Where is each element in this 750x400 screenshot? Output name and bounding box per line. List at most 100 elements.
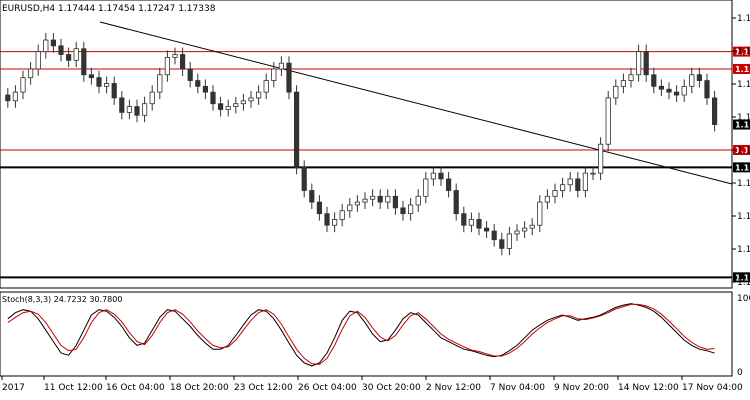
candle-body-70 <box>537 201 543 226</box>
candle-body-72 <box>552 190 558 197</box>
candle-body-42 <box>324 213 330 226</box>
x-tick-label-6: 30 Oct 20:00 <box>362 383 421 393</box>
candle-body-87 <box>666 88 672 93</box>
right-tick-label-7: 1.1 <box>737 245 750 255</box>
right-axis-labels: 1.11.11.11.11.11.11.11.11.11.1 <box>732 14 750 288</box>
candle-body-11 <box>88 74 94 79</box>
level-label-4: 1.1 <box>735 273 750 282</box>
candle-body-77 <box>590 172 596 175</box>
oscillator-lines <box>7 303 715 367</box>
x-tick-label-11: 17 Nov 04:00 <box>682 383 743 393</box>
candle-body-83 <box>636 51 642 76</box>
candle-body-26 <box>202 85 208 93</box>
candle-body-61 <box>468 219 475 226</box>
candle-body-1 <box>12 91 18 102</box>
candle-body-19 <box>149 91 155 105</box>
descending-trendline[interactable] <box>99 21 733 185</box>
candle-body-14 <box>111 83 117 99</box>
candle-body-23 <box>179 54 186 70</box>
trendline <box>99 21 733 185</box>
resistance-levels: 1.11.11.11.11.1 <box>0 46 750 283</box>
candle-body-10 <box>81 48 87 76</box>
x-tick-label-7: 2 Nov 12:00 <box>426 383 481 393</box>
candle-body-28 <box>217 103 224 110</box>
right-tick-label-5: 1.1 <box>737 179 750 189</box>
right-tick-label-4: 1.1 <box>737 146 750 156</box>
candle-body-81 <box>620 80 627 87</box>
candle-body-27 <box>210 91 216 105</box>
candle-body-45 <box>347 204 353 212</box>
candle-body-90 <box>689 74 695 87</box>
candle-body-12 <box>96 77 102 87</box>
oscillator-axis-labels: 100 0 <box>737 294 750 378</box>
candle-body-31 <box>240 100 246 105</box>
candle-body-78 <box>598 143 604 174</box>
candle-body-5 <box>43 39 49 53</box>
candle-body-21 <box>164 57 170 76</box>
candle-body-6 <box>50 39 57 47</box>
x-tick-label-9: 9 Nov 20:00 <box>554 383 609 393</box>
candle-body-85 <box>651 74 657 87</box>
candle-body-74 <box>567 178 573 186</box>
candle-body-7 <box>58 45 64 55</box>
level-tag-2 <box>733 145 750 155</box>
candle-body-66 <box>506 233 513 249</box>
candle-body-50 <box>385 195 391 203</box>
candle-body-9 <box>73 48 79 61</box>
candle-body-35 <box>271 68 277 81</box>
candle-body-8 <box>66 54 72 61</box>
candle-body-65 <box>499 239 505 249</box>
candle-body-36 <box>278 62 285 70</box>
x-tick-label-0: 2017 <box>2 383 25 393</box>
level-tag-0 <box>733 46 750 57</box>
candle-body-48 <box>369 195 376 200</box>
candle-body-93 <box>712 97 718 125</box>
chart-title: EURUSD,H4 1.17444 1.17454 1.17247 1.1733… <box>2 4 216 14</box>
candle-body-89 <box>681 85 687 96</box>
candle-body-16 <box>126 106 132 113</box>
candle-body-4 <box>35 51 41 70</box>
candle-body-22 <box>172 54 178 58</box>
candle-body-67 <box>514 230 520 235</box>
candle-body-37 <box>286 62 292 93</box>
oscillator-frame <box>0 291 733 377</box>
main-plot-frame <box>0 0 733 289</box>
candle-body-0 <box>5 94 11 102</box>
candle-body-82 <box>628 74 634 81</box>
candle-body-64 <box>491 230 497 241</box>
candle-body-44 <box>339 210 345 220</box>
candle-body-17 <box>134 106 140 116</box>
candles <box>5 33 718 256</box>
candle-body-25 <box>195 80 201 87</box>
candle-body-51 <box>392 195 399 209</box>
candle-body-69 <box>529 224 535 229</box>
right-tick-label-6: 1.1 <box>737 212 750 222</box>
x-tick-label-8: 7 Nov 04:00 <box>490 383 545 393</box>
level-label-2: 1.1 <box>735 146 750 155</box>
candle-body-41 <box>316 201 323 215</box>
level-tag-3 <box>733 162 750 173</box>
candle-body-49 <box>377 195 383 203</box>
level-label-1: 1.1 <box>735 65 750 74</box>
candle-body-58 <box>445 178 452 191</box>
level-label-0: 1.1 <box>735 48 750 57</box>
candle-body-54 <box>415 195 421 206</box>
candle-body-55 <box>423 178 429 197</box>
right-tick-label-3: 1.1 <box>737 113 750 123</box>
candle-body-52 <box>400 207 406 215</box>
candle-body-38 <box>293 91 300 168</box>
candle-body-88 <box>674 91 680 96</box>
candle-body-39 <box>301 166 307 191</box>
candle-body-57 <box>438 172 444 180</box>
candle-body-24 <box>187 68 193 81</box>
candle-body-60 <box>461 213 467 226</box>
candle-body-76 <box>582 172 589 191</box>
level-tag-1 <box>733 63 750 74</box>
candle-body-18 <box>141 103 148 116</box>
right-tick-label-8: 1.1 <box>737 278 750 288</box>
candle-body-47 <box>362 198 368 203</box>
current-price-label: 1.1 <box>735 121 750 130</box>
candle-body-15 <box>119 97 125 113</box>
candle-body-32 <box>248 97 254 102</box>
